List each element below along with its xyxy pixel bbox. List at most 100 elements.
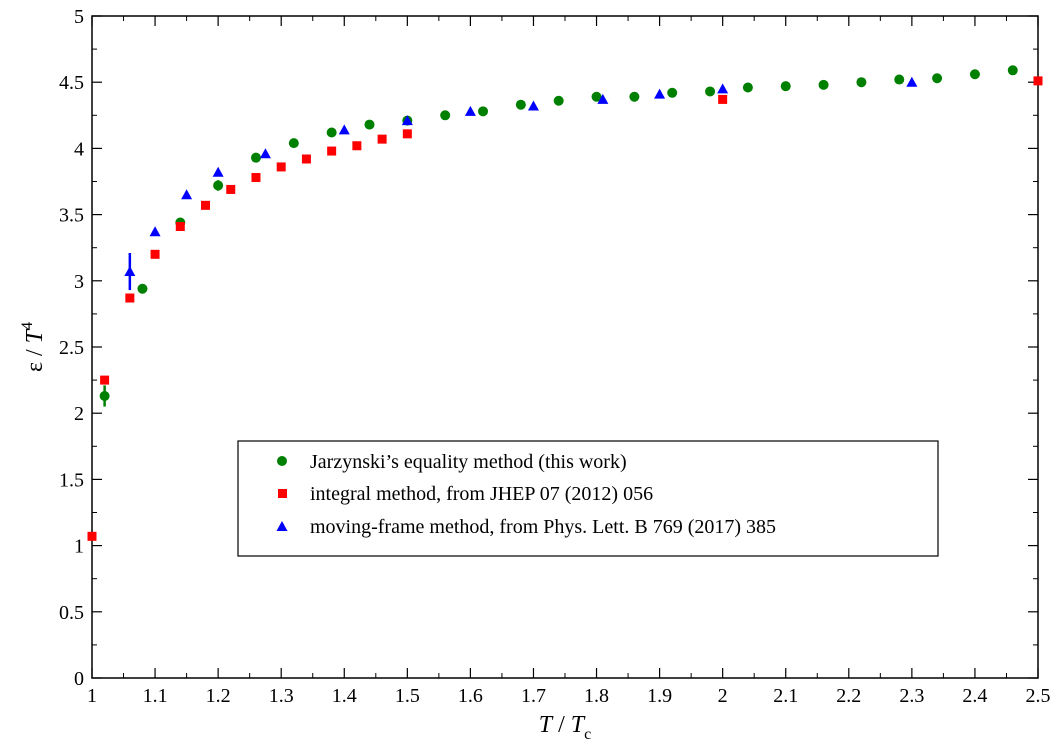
x-tick-label: 1.3 [269,685,294,707]
data-point-triangle [149,226,161,237]
data-marks [87,65,1043,541]
data-point-triangle [212,166,224,177]
data-point-circle [629,91,640,102]
data-point-circle [969,69,980,80]
data-point-square [150,249,160,259]
y-tick-label: 1.5 [59,469,84,491]
data-point-circle [288,138,299,149]
data-point-square [352,141,362,151]
data-point-triangle [464,105,476,116]
series-square [87,76,1043,541]
data-point-circle [250,152,261,163]
data-point-circle [818,79,829,90]
legend: Jarzynski’s equality method (this work) … [237,440,939,557]
y-tick-label: 3 [74,271,84,293]
data-point-square [226,184,236,194]
data-point-square [201,200,211,210]
x-axis-label: T / Tc [539,712,592,743]
legend-marker-triangle [276,521,288,531]
y-tick-label: 2 [74,403,84,425]
y-axis-label-main: ε / [22,343,48,372]
axis-ticks [91,15,1039,679]
y-axis-label-var: T [22,328,48,343]
y-tick-label: 0 [74,668,84,690]
data-point-circle [856,77,867,88]
x-tick-label: 1.4 [332,685,357,707]
y-tick-label: 0.5 [59,602,84,624]
data-point-circle [667,87,678,98]
x-tick-label: 1.6 [458,685,483,707]
data-point-circle [478,106,489,117]
data-point-circle [364,119,375,130]
series-circle [99,65,1018,407]
y-tick-label: 3.5 [59,205,84,227]
data-point-circle [591,91,602,102]
x-axis-label-var: T [539,712,554,738]
y-tick-label: 4.5 [59,72,84,94]
data-point-circle [213,180,224,191]
y-tick-labels: 0 0.5 1 1.5 2 2.5 3 3.5 4 4.5 5 [59,6,84,690]
legend-label-moving-frame: moving-frame method, from Phys. Lett. B … [310,516,776,538]
data-point-square [87,531,97,541]
x-tick-label: 1.8 [584,685,609,707]
data-point-triangle [338,124,350,135]
data-point-circle [515,99,526,110]
x-tick-label: 2.1 [773,685,798,707]
x-axis-label-sub: c [584,726,591,743]
data-point-triangle [717,83,729,94]
data-point-circle [440,110,451,121]
data-point-circle [553,95,564,106]
legend-marker-square [278,489,287,498]
y-tick-label: 1 [74,536,84,558]
series-triangle [124,76,918,291]
data-point-circle [780,81,791,92]
legend-entry-moving-frame: moving-frame method, from Phys. Lett. B … [276,516,776,538]
data-point-square [276,162,286,172]
data-point-circle [932,73,943,84]
data-point-triangle [401,115,413,126]
x-tick-label: 2.2 [836,685,861,707]
legend-marker-circle [277,456,287,466]
x-axis-label-sep: / [552,712,571,738]
x-tick-label: 1.5 [395,685,420,707]
x-tick-label: 2.5 [1026,685,1051,707]
data-point-circle [326,127,337,138]
data-point-square [175,222,185,232]
x-tick-label: 2 [718,685,728,707]
x-tick-label: 1.9 [647,685,672,707]
x-tick-label: 1 [87,685,97,707]
data-point-circle [742,82,753,93]
data-point-circle [894,74,905,85]
legend-label-jarzynski: Jarzynski’s equality method (this work) [310,451,627,473]
plot-frame [91,15,1039,679]
data-point-triangle [259,148,271,159]
legend-box [237,440,939,557]
data-point-square [251,173,261,183]
y-tick-label: 5 [74,6,84,28]
data-point-circle [99,390,110,401]
data-point-triangle [527,100,539,111]
data-point-triangle [181,189,193,200]
data-point-triangle [124,266,136,277]
legend-entry-integral: integral method, from JHEP 07 (2012) 056 [278,483,653,505]
y-tick-label: 4 [74,138,84,160]
data-point-square [301,154,311,164]
data-point-square [125,293,135,303]
data-point-triangle [654,88,666,99]
data-point-square [327,146,337,156]
y-axis-label: ε / T4 [19,322,48,372]
y-tick-label: 2.5 [59,337,84,359]
data-point-circle [137,283,148,294]
data-point-circle [705,86,716,97]
data-point-square [402,129,412,139]
data-point-square [100,375,110,385]
x-tick-label: 1.2 [206,685,231,707]
legend-label-integral: integral method, from JHEP 07 (2012) 056 [310,483,653,505]
y-axis-label-sup: 4 [19,322,36,330]
data-point-square [377,134,387,144]
x-tick-label: 2.3 [899,685,924,707]
data-point-square [718,94,728,104]
x-tick-label: 2.4 [962,685,987,707]
x-tick-label: 1.1 [143,685,168,707]
